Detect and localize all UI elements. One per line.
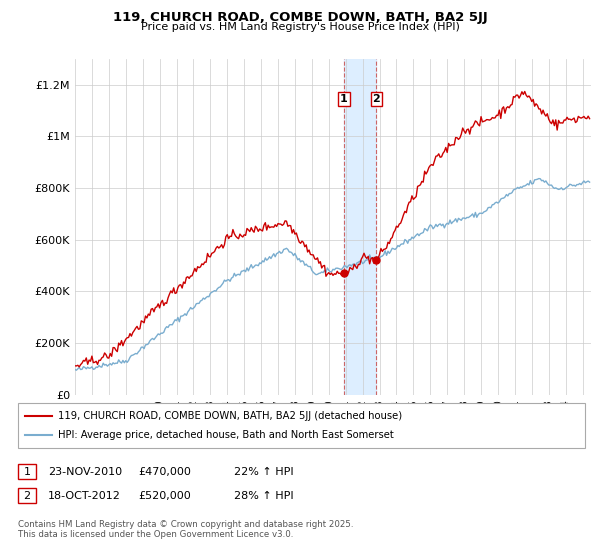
Text: 22% ↑ HPI: 22% ↑ HPI: [234, 466, 293, 477]
Text: Contains HM Land Registry data © Crown copyright and database right 2025.
This d: Contains HM Land Registry data © Crown c…: [18, 520, 353, 539]
Text: 28% ↑ HPI: 28% ↑ HPI: [234, 491, 293, 501]
Text: 1: 1: [340, 94, 348, 104]
Text: 2: 2: [372, 94, 380, 104]
Text: £520,000: £520,000: [138, 491, 191, 501]
Text: Price paid vs. HM Land Registry's House Price Index (HPI): Price paid vs. HM Land Registry's House …: [140, 22, 460, 32]
Text: 2: 2: [23, 491, 31, 501]
Text: £470,000: £470,000: [138, 466, 191, 477]
Text: 1: 1: [23, 466, 31, 477]
Text: 18-OCT-2012: 18-OCT-2012: [48, 491, 121, 501]
Bar: [344, 59, 376, 395]
Text: 23-NOV-2010: 23-NOV-2010: [48, 466, 122, 477]
Text: 119, CHURCH ROAD, COMBE DOWN, BATH, BA2 5JJ: 119, CHURCH ROAD, COMBE DOWN, BATH, BA2 …: [113, 11, 487, 24]
Text: HPI: Average price, detached house, Bath and North East Somerset: HPI: Average price, detached house, Bath…: [58, 431, 394, 441]
Text: 119, CHURCH ROAD, COMBE DOWN, BATH, BA2 5JJ (detached house): 119, CHURCH ROAD, COMBE DOWN, BATH, BA2 …: [58, 410, 403, 421]
